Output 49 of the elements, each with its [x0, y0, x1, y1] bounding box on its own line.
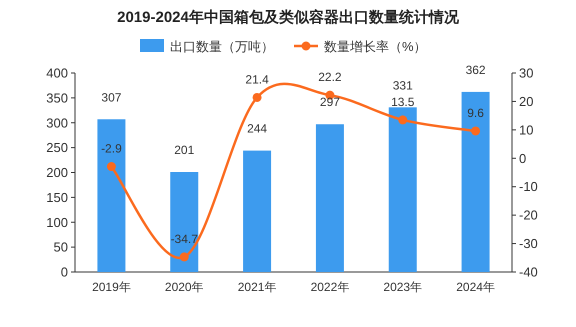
bar: [388, 107, 417, 272]
y-tick-label: 100: [46, 214, 68, 230]
bar: [462, 92, 490, 272]
data-label: 244: [247, 122, 268, 136]
x-tick-label: 2019年: [92, 280, 131, 294]
point: [471, 126, 480, 136]
y2-tick-label: 10: [519, 122, 534, 138]
y2-tick-label: 20: [519, 94, 534, 109]
data-label: 331: [392, 78, 414, 92]
y2-tick-label: -30: [519, 236, 538, 252]
y-tick-label: 0: [60, 264, 68, 280]
data-label: -2.9: [101, 142, 122, 156]
bar: [97, 119, 126, 272]
y-tick-label: 250: [46, 140, 68, 156]
x-tick-label: 2024年: [456, 280, 495, 294]
legend-label: 数量增长率（%）: [324, 39, 427, 54]
data-label: 362: [466, 62, 486, 77]
bar: [243, 150, 272, 272]
y-tick-label: 400: [46, 66, 68, 80]
x-tick-label: 2022年: [310, 280, 350, 294]
y-tick-label: 150: [46, 190, 68, 205]
point: [180, 252, 189, 262]
y2-tick-label: -40: [519, 264, 538, 280]
x-tick-label: 2021年: [238, 280, 276, 294]
data-label: 297: [320, 95, 340, 110]
bar: [316, 124, 344, 272]
y2-tick-label: 0: [519, 150, 526, 166]
point: [252, 92, 262, 102]
y-tick-label: 350: [46, 90, 68, 106]
point: [106, 162, 116, 172]
data-label: -34.7: [170, 232, 198, 246]
y-tick-label: 300: [46, 115, 68, 130]
point: [398, 115, 408, 124]
data-label: 9.6: [467, 106, 484, 120]
data-label: 13.5: [391, 94, 415, 109]
data-label: 307: [101, 90, 122, 104]
data-label: 201: [174, 143, 195, 158]
y-tick-label: 50: [54, 240, 68, 255]
y2-tick-label: -20: [519, 208, 538, 223]
x-tick-label: 2020年: [164, 280, 204, 294]
data-label: 21.4: [245, 72, 270, 86]
data-label: 22.2: [318, 70, 342, 84]
chart-title: 2019-2024年中国箱包及类似容器出口数量统计情况: [117, 8, 460, 26]
x-tick-label: 2023年: [383, 280, 422, 294]
y2-tick-label: 30: [519, 66, 534, 80]
y2-tick-label: -10: [519, 179, 538, 194]
bar: [170, 172, 198, 272]
y-tick-label: 200: [46, 165, 68, 180]
legend-label: 出口数量（万吨）: [170, 39, 274, 54]
